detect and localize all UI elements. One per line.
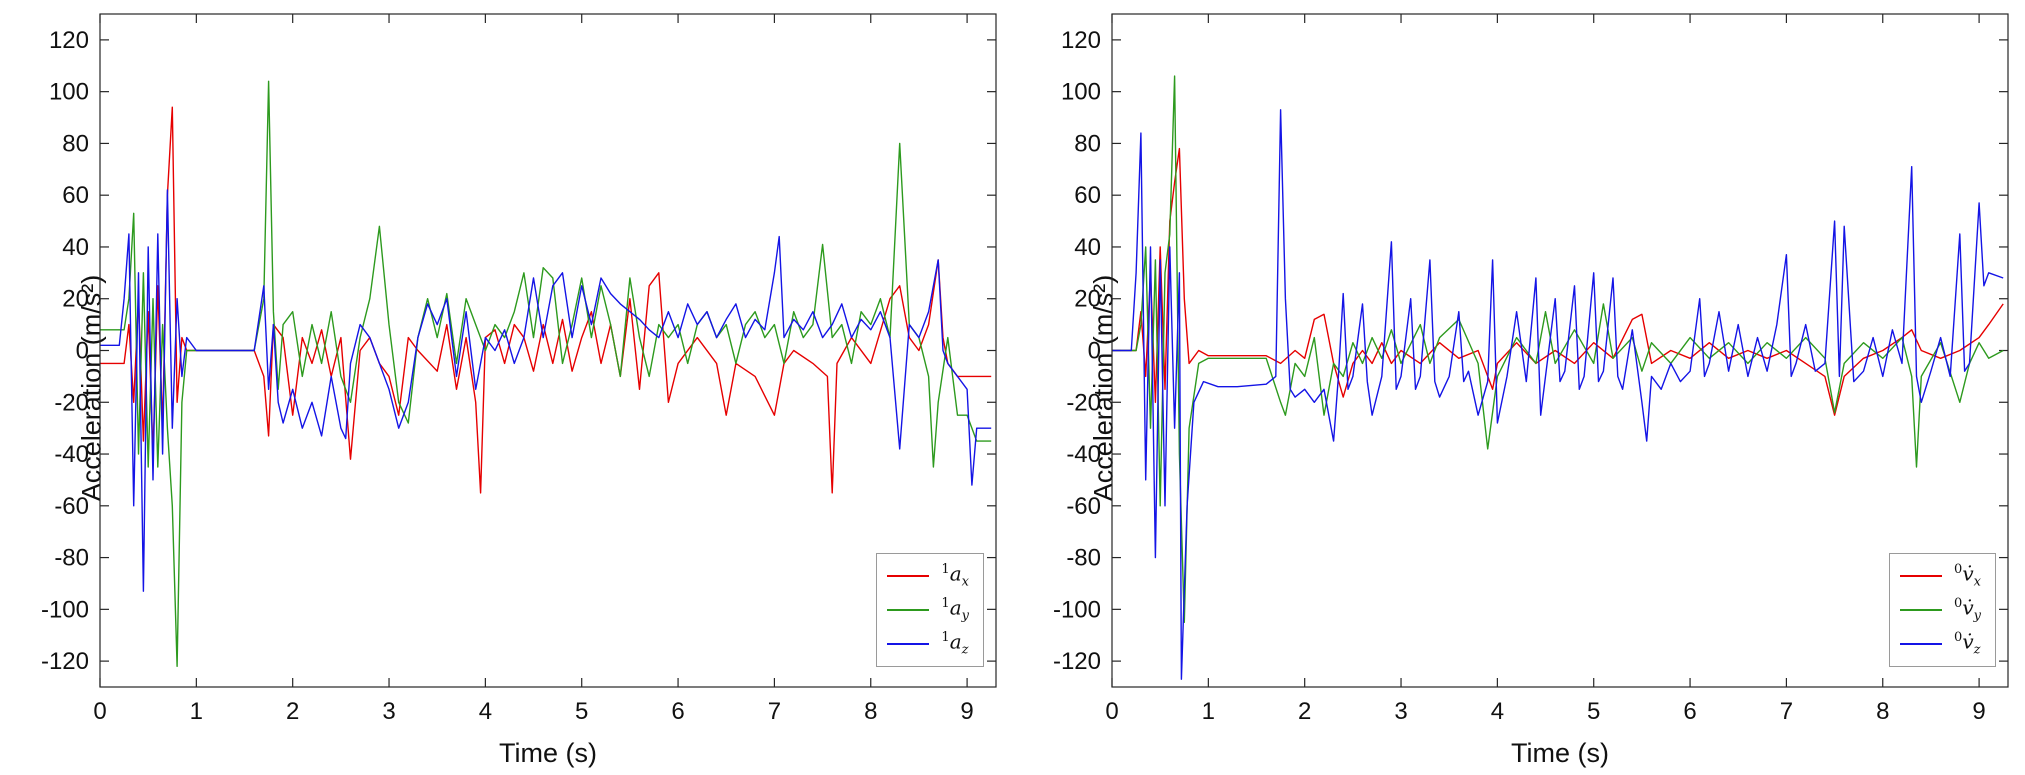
y-tick-label: -100: [1053, 596, 1101, 623]
legend-line-sample: [887, 575, 930, 577]
legend: 1ax 1ay 1az: [876, 553, 984, 667]
x-tick-label: 7: [1780, 698, 1793, 725]
y-tick-label: 40: [1074, 234, 1101, 261]
y-tick-label: 0: [76, 338, 89, 365]
y-tick-label: -20: [1066, 389, 1101, 416]
chart-panel-left: Acceleration (m/s²) -120 -100 -80 -60 -40 -20…: [0, 0, 1012, 775]
x-tick-label: 2: [286, 698, 299, 725]
y-tick-label: 20: [62, 286, 89, 313]
y-tick-label: -40: [54, 441, 89, 468]
legend-entry: 0v̇y: [1900, 596, 1981, 624]
y-tick-label: 80: [62, 130, 89, 157]
x-tick-label: 8: [1876, 698, 1889, 725]
x-tick-label: 8: [864, 698, 877, 725]
x-tick-label: 1: [1202, 698, 1215, 725]
series-line-z: [100, 189, 992, 592]
y-tick-label: -120: [41, 648, 89, 675]
legend-line-sample: [1900, 643, 1943, 645]
y-tick-label: 120: [1061, 27, 1101, 54]
legend-label: 1ax: [941, 561, 969, 590]
legend-label: 1ay: [941, 595, 969, 624]
x-tick-label: 2: [1298, 698, 1311, 725]
legend-entry: 1ax: [887, 562, 969, 590]
legend-label: 0v̇z: [1954, 629, 1981, 658]
x-tick-label: 3: [382, 698, 395, 725]
legend-entry: 1ay: [887, 596, 969, 624]
y-tick-label: -60: [1066, 493, 1101, 520]
y-tick-label: 40: [62, 234, 89, 261]
legend-entry: 1az: [887, 630, 969, 658]
y-tick-label: 120: [49, 27, 89, 54]
legend: 0v̇x 0v̇y 0v̇z: [1889, 553, 1996, 667]
y-tick-label: -40: [1066, 441, 1101, 468]
legend-label: 0v̇x: [1954, 561, 1981, 590]
y-tick-label: 60: [62, 182, 89, 209]
legend-line-sample: [887, 609, 930, 611]
acceleration-plot-frame0: -120 -100 -80 -60 -40 -20 0 20 40 60 80 100 120 0 1 2 3 4…: [1053, 13, 2009, 725]
chart-panel-right: Acceleration (m/s²) -120 -100 -80 -60 -40 -20…: [1012, 0, 2024, 775]
legend-line-sample: [1900, 575, 1943, 577]
x-tick-label: 3: [1394, 698, 1407, 725]
x-tick-label: 4: [479, 698, 492, 725]
y-tick-label: 60: [1074, 182, 1101, 209]
y-tick-label: -20: [54, 389, 89, 416]
legend-line-sample: [1900, 609, 1943, 611]
y-tick-label: 100: [49, 79, 89, 106]
x-tick-label: 5: [1587, 698, 1600, 725]
series-line-y: [100, 80, 992, 667]
y-tick-label: 80: [1074, 130, 1101, 157]
x-tick-label: 9: [960, 698, 973, 725]
legend-entry: 0v̇x: [1900, 562, 1981, 590]
y-tick-label: -80: [1066, 545, 1101, 572]
series-line-z: [1112, 109, 2004, 680]
x-tick-label: 0: [1105, 698, 1118, 725]
legend-label: 0v̇y: [1954, 595, 1981, 624]
series-line-x: [1112, 147, 2004, 416]
y-tick-label: -80: [54, 545, 89, 572]
y-tick-label: -100: [41, 596, 89, 623]
legend-line-sample: [887, 643, 930, 645]
x-tick-label: 4: [1491, 698, 1504, 725]
y-tick-label: 0: [1088, 338, 1101, 365]
y-tick-label: 100: [1061, 79, 1101, 106]
x-tick-label: 9: [1972, 698, 1985, 725]
x-tick-label: 1: [190, 698, 203, 725]
x-tick-label: 7: [768, 698, 781, 725]
y-tick-label: -120: [1053, 648, 1101, 675]
y-tick-label: -60: [54, 493, 89, 520]
x-tick-label: 5: [575, 698, 588, 725]
x-tick-label: 6: [671, 698, 684, 725]
x-axis-label: Time (s): [1511, 738, 1609, 768]
series-line-x: [100, 106, 992, 494]
y-tick-label: 20: [1074, 286, 1101, 313]
acceleration-plot-frame1: -120 -100 -80 -60 -40 -20 0 20 40 60 80 100 120 0 1 2 3 4…: [41, 13, 997, 725]
x-axis-label: Time (s): [499, 738, 597, 768]
x-tick-label: 0: [93, 698, 106, 725]
legend-label: 1az: [941, 629, 969, 658]
x-tick-label: 6: [1683, 698, 1696, 725]
legend-entry: 0v̇z: [1900, 630, 1981, 658]
